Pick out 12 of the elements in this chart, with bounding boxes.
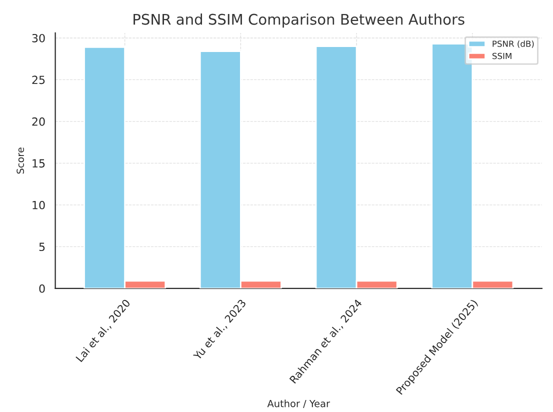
y-tick-label: 20 <box>32 117 45 126</box>
y-tick-label: 30 <box>32 34 45 42</box>
y-tick-label: 0 <box>39 284 45 293</box>
y-tick-label: 5 <box>39 242 45 252</box>
y-axis-title: Score <box>16 148 24 174</box>
y-tick-label: 15 <box>32 159 45 168</box>
chart-title: PSNR and SSIM Comparison Between Authors <box>134 14 464 28</box>
y-tick-label: 10 <box>32 200 45 210</box>
legend-label: SSIM <box>492 52 512 60</box>
y-tick-label: 25 <box>32 76 45 84</box>
x-axis-title: Author / Year <box>267 400 330 408</box>
legend-label: PSNR (dB) <box>492 40 534 48</box>
